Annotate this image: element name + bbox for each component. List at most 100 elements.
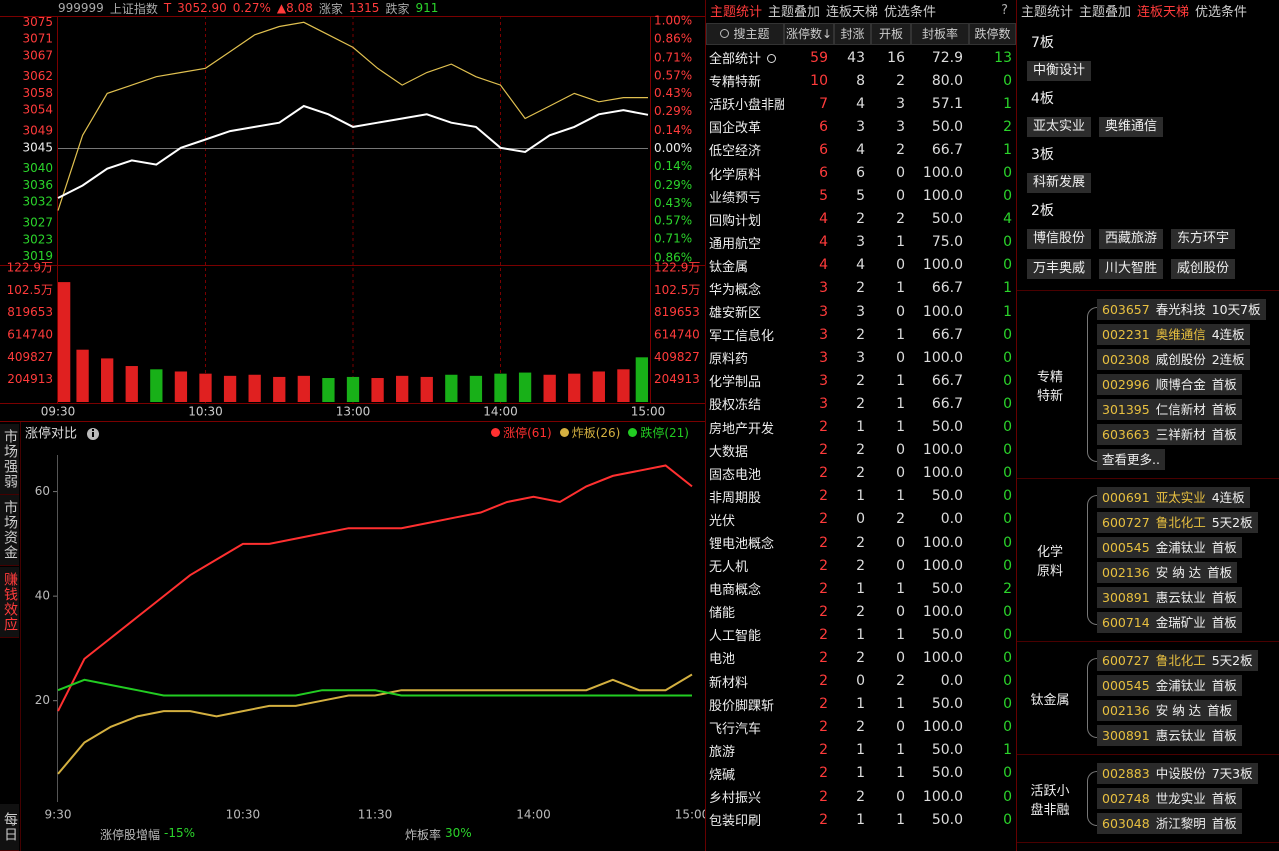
side-tab[interactable]: 市场强弱 — [0, 424, 19, 495]
table-cell: 50.0 — [911, 419, 969, 435]
table-cell: 50.0 — [911, 211, 969, 227]
table-row[interactable]: 钛金属 4 4 0 100.0 0 — [706, 254, 1016, 277]
table-cell: 100.0 — [911, 442, 969, 458]
table-row[interactable]: 股权冻结 3 2 1 66.7 0 — [706, 392, 1016, 415]
table-row[interactable]: 全部统计 59 43 16 72.9 13 — [706, 46, 1016, 69]
table-row[interactable]: 业绩预亏 5 5 0 100.0 0 — [706, 185, 1016, 208]
table-row[interactable]: 低空经济 6 4 2 66.7 1 — [706, 138, 1016, 161]
table-row[interactable]: 固态电池 2 2 0 100.0 0 — [706, 462, 1016, 485]
stock-box[interactable]: 603048 浙江黎明 首板 — [1097, 813, 1242, 834]
table-row[interactable]: 通用航空 4 3 1 75.0 0 — [706, 231, 1016, 254]
table-row[interactable]: 化学制品 3 2 1 66.7 0 — [706, 369, 1016, 392]
table-row[interactable]: 房地产开发 2 1 1 50.0 0 — [706, 416, 1016, 439]
stock-button[interactable]: 科新发展 — [1027, 173, 1092, 193]
table-row[interactable]: 储能 2 2 0 100.0 0 — [706, 600, 1016, 623]
stock-box[interactable]: 002996 顺博合金 首板 — [1097, 374, 1242, 395]
table-row[interactable]: 旅游 2 1 1 50.0 1 — [706, 739, 1016, 762]
table-row[interactable]: 股价脚踝斩 2 1 1 50.0 0 — [706, 693, 1016, 716]
stock-button[interactable]: 亚太实业 — [1027, 117, 1092, 137]
table-row[interactable]: 电池 2 2 0 100.0 0 — [706, 646, 1016, 669]
stock-tag: 首板 — [1207, 703, 1233, 718]
table-row[interactable]: 雄安新区 3 3 0 100.0 1 — [706, 300, 1016, 323]
stock-button[interactable]: 东方环宇 — [1171, 229, 1236, 249]
stock-button[interactable]: 中衡设计 — [1027, 61, 1092, 81]
up-label: 涨家 — [318, 1, 343, 16]
more-button[interactable]: 查看更多.. — [1097, 449, 1165, 470]
cell-text: 100.0 — [922, 442, 963, 459]
stock-box[interactable]: 301395 仁信新材 首板 — [1097, 399, 1242, 420]
side-tab[interactable]: 市场资金 — [0, 495, 19, 566]
table-row[interactable]: 活跃小盘非融 7 4 3 57.1 1 — [706, 92, 1016, 115]
y-tick-label: 3040 — [22, 161, 53, 175]
tab[interactable]: 主题统计 — [1021, 4, 1074, 20]
table-row[interactable]: 锂电池概念 2 2 0 100.0 0 — [706, 531, 1016, 554]
table-row[interactable]: 专精特新 10 8 2 80.0 0 — [706, 69, 1016, 92]
help-button[interactable]: ? — [1001, 2, 1008, 18]
stock-button[interactable]: 西藏旅游 — [1099, 229, 1164, 249]
tab[interactable]: 连板天梯 — [826, 4, 879, 20]
table-row[interactable]: 烧碱 2 1 1 50.0 0 — [706, 762, 1016, 785]
table-cell: 0.0 — [911, 511, 969, 527]
table-row[interactable]: 华为概念 3 2 1 66.7 1 — [706, 277, 1016, 300]
column-header[interactable]: 涨停数↓ — [784, 23, 834, 45]
stock-box[interactable]: 603663 三祥新材 首板 — [1097, 424, 1242, 445]
tab[interactable]: 连板天梯 — [1137, 4, 1190, 20]
table-row[interactable]: 原料药 3 3 0 100.0 0 — [706, 346, 1016, 369]
table-row[interactable]: 人工智能 2 1 1 50.0 0 — [706, 623, 1016, 646]
side-tab[interactable]: 赚钱效应 — [0, 567, 19, 638]
tab[interactable]: 优选条件 — [1195, 4, 1248, 20]
table-row[interactable]: 电商概念 2 1 1 50.0 2 — [706, 577, 1016, 600]
tab[interactable]: 优选条件 — [884, 4, 937, 20]
table-row[interactable]: 回购计划 4 2 2 50.0 4 — [706, 208, 1016, 231]
stock-box[interactable]: 002308 威创股份 2连板 — [1097, 349, 1250, 370]
table-row[interactable]: 乡村振兴 2 2 0 100.0 0 — [706, 785, 1016, 808]
column-header[interactable]: 开板 — [871, 23, 911, 45]
stock-box[interactable]: 000545 金浦钛业 首板 — [1097, 675, 1242, 696]
table-cell: 2 — [871, 511, 911, 527]
stock-box[interactable]: 600727 鲁北化工 5天2板 — [1097, 650, 1258, 671]
table-row[interactable]: 包装印刷 2 1 1 50.0 0 — [706, 808, 1016, 831]
stock-box[interactable]: 002136 安 纳 达首板 — [1097, 700, 1238, 721]
stock-box[interactable]: 002883 中设股份 7天3板 — [1097, 763, 1258, 784]
cell-text: 3 — [819, 349, 828, 366]
cell-text: 0 — [1003, 649, 1012, 666]
table-row[interactable]: 非周期股 2 1 1 50.0 0 — [706, 485, 1016, 508]
table-row[interactable]: 化学原料 6 6 0 100.0 0 — [706, 161, 1016, 184]
table-row[interactable]: 飞行汽车 2 2 0 100.0 0 — [706, 716, 1016, 739]
table-row[interactable]: 无人机 2 2 0 100.0 0 — [706, 554, 1016, 577]
stock-button[interactable]: 奥维通信 — [1099, 117, 1164, 137]
table-row[interactable]: 军工信息化 3 2 1 66.7 0 — [706, 323, 1016, 346]
column-header[interactable]: 封板率 — [911, 23, 969, 45]
table-row[interactable]: 国企改革 6 3 3 50.0 2 — [706, 115, 1016, 138]
tab[interactable]: 主题叠加 — [768, 4, 821, 20]
stock-box[interactable]: 300891 惠云钛业 首板 — [1097, 725, 1242, 746]
stock-box[interactable]: 600727 鲁北化工 5天2板 — [1097, 512, 1258, 533]
tab[interactable]: 主题叠加 — [1079, 4, 1132, 20]
stock-box[interactable]: 300891 惠云钛业 首板 — [1097, 587, 1242, 608]
stock-button[interactable]: 威创股份 — [1171, 259, 1236, 279]
stock-box[interactable]: 002748 世龙实业 首板 — [1097, 788, 1242, 809]
column-header[interactable]: 跌停数 — [969, 23, 1016, 45]
stock-box[interactable]: 002231 奥维通信 4连板 — [1097, 324, 1250, 345]
column-header[interactable]: 封涨 — [834, 23, 871, 45]
stock-button[interactable]: 万丰奥威 — [1027, 259, 1092, 279]
table-row[interactable]: 光伏 2 0 2 0.0 0 — [706, 508, 1016, 531]
cell-text: 国企改革 — [709, 121, 762, 137]
stock-box[interactable]: 600714 金瑞矿业 首板 — [1097, 612, 1242, 633]
stock-button[interactable]: 川大智胜 — [1099, 259, 1164, 279]
table-row[interactable]: 大数据 2 2 0 100.0 0 — [706, 439, 1016, 462]
stock-name: 惠云钛业 — [1155, 590, 1206, 605]
side-tab[interactable]: 每日 — [0, 804, 19, 851]
stock-box[interactable]: 000691 亚太实业 4连板 — [1097, 487, 1250, 508]
table-cell: 0 — [969, 373, 1016, 389]
table-cell: 华为概念 — [706, 279, 784, 298]
cell-text: 化学原料 — [709, 167, 762, 183]
stock-box[interactable]: 002136 安 纳 达首板 — [1097, 562, 1238, 583]
tab[interactable]: 主题统计 — [710, 4, 763, 20]
stock-box[interactable]: 603657 春光科技 10天7板 — [1097, 299, 1266, 320]
table-row[interactable]: 新材料 2 0 2 0.0 0 — [706, 670, 1016, 693]
table-cell: 2 — [784, 535, 834, 551]
stock-button[interactable]: 博信股份 — [1027, 229, 1092, 249]
stock-box[interactable]: 000545 金浦钛业 首板 — [1097, 537, 1242, 558]
column-header[interactable]: 搜主题 — [706, 23, 784, 45]
